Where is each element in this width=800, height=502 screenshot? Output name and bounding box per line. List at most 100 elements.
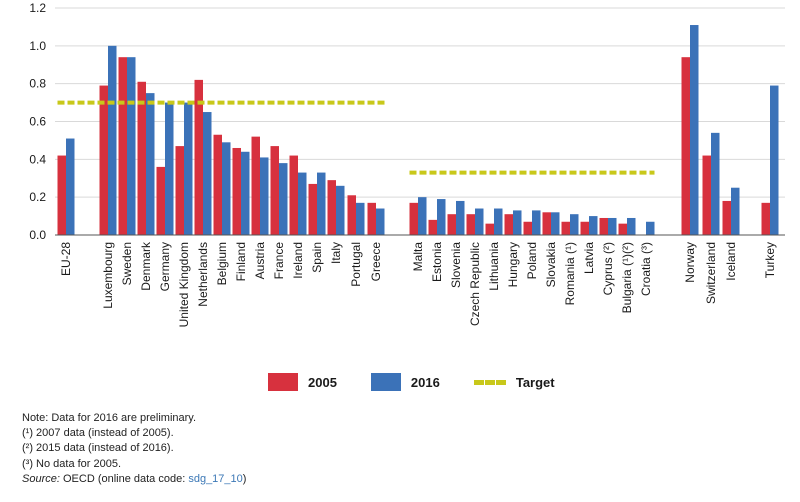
bar-2016 [532,210,541,235]
category-label: Italy [329,242,343,264]
bar-2016 [127,57,136,235]
bar-2005 [251,136,260,235]
note-footnote-3: (³) No data for 2005. [22,457,122,470]
bar-2016 [690,25,699,236]
category-label: Slovenia [449,242,463,288]
source-label: Source: [22,472,60,485]
bar-2005 [485,223,494,235]
category-label: Norway [683,242,697,283]
legend-swatch-2016 [370,373,401,391]
bar-2005 [289,155,298,235]
category-label: Belgium [215,242,229,285]
category-label: Spain [310,242,324,273]
category-label: Croatia (³) [639,242,653,296]
category-label: EU-28 [59,242,73,276]
bar-2016 [475,208,484,235]
category-label: Malta [411,242,425,272]
legend-item-2005: 2005 [268,373,337,391]
bar-2005 [347,195,356,235]
category-label: Latvia [582,242,596,274]
category-label: Finland [234,242,248,281]
bar-2005 [270,146,279,235]
bar-2016 [513,210,522,235]
note-footnote-2: (²) 2015 data (instead of 2016). [22,442,174,455]
chart-notes: Note: Data for 2016 are preliminary. (¹)… [22,411,246,487]
bar-2005 [599,217,608,235]
legend-item-2016: 2016 [370,373,440,391]
category-label: Sweden [120,242,134,285]
bar-2005 [523,221,532,235]
category-label: Ireland [291,242,305,279]
bar-2016 [456,200,465,235]
bar-2016 [418,197,427,235]
bar-2016 [627,217,636,235]
category-label: Turkey [763,242,777,278]
category-label: Portugal [349,242,363,287]
bar-2016 [646,221,655,235]
source-text: OECD (online data code: [59,472,189,485]
bar-2005 [681,57,690,235]
bar-2016 [317,172,326,235]
legend-label-target: Target [515,374,555,390]
bar-2005 [466,214,475,235]
source-code-link[interactable]: sdg_17_10 [188,472,243,485]
y-tick-label: 0.4 [29,152,46,166]
bar-2005 [327,180,336,235]
category-label: Switzerland [704,242,718,304]
y-tick-label: 1.2 [29,1,46,15]
bar-2005 [447,214,456,235]
bar-2016 [551,212,560,235]
category-label: Austria [253,242,267,280]
category-label: Estonia [430,242,444,282]
bar-2016 [336,185,345,235]
category-label: Netherlands [196,242,210,307]
bar-2005 [428,219,437,235]
category-label: Denmark [139,241,153,291]
bar-2005 [580,221,589,235]
y-tick-label: 0.8 [29,77,46,91]
bar-2016 [108,45,117,236]
category-label: Hungary [506,242,520,287]
bar-2016 [494,208,503,235]
category-label: Iceland [724,242,738,281]
note-preliminary: Note: Data for 2016 are preliminary. [22,412,197,424]
bar-2016 [165,102,174,235]
bar-2016 [279,163,288,235]
bar-2005 [57,155,66,235]
bar-2005 [232,147,241,235]
bar-2016 [608,217,617,235]
bar-2016 [260,157,269,235]
chart-legend: 2005 2016 Target [268,372,589,392]
bar-2005 [156,166,165,235]
bar-2005 [542,212,551,235]
category-label: Lithuania [487,242,501,291]
bar-2005 [702,155,711,235]
category-label: United Kingdom [177,242,191,327]
bar-2016 [203,112,212,235]
bar-2016 [222,142,231,235]
bar-2016 [589,216,598,235]
legend-label-2016: 2016 [410,374,440,390]
bar-2005 [308,183,317,235]
bar-2016 [437,199,446,235]
category-label: Slovakia [544,242,558,288]
bar-2016 [731,187,740,235]
bar-2016 [146,93,155,235]
source-end: ) [242,472,247,485]
bar-chart: 0.0 0.2 0.4 0.6 0.8 1.0 1.2 EU-28 Luxembourg Swed… [29,1,785,327]
legend-item-target: Target [473,374,555,390]
bar-2016 [570,214,579,235]
y-tick-label: 0.6 [29,115,46,129]
y-tick-label: 0.2 [29,190,46,204]
bar-2005 [137,81,146,236]
bar-2005 [194,79,203,235]
bar-2005 [504,214,513,235]
bar-2005 [367,202,376,235]
bar-2005 [722,200,731,235]
bar-2005 [761,202,770,235]
bar-2016 [66,138,75,235]
bar-2005 [213,134,222,235]
bar-2016 [298,172,307,235]
bar-2005 [561,221,570,235]
legend-swatch-target [473,379,506,385]
